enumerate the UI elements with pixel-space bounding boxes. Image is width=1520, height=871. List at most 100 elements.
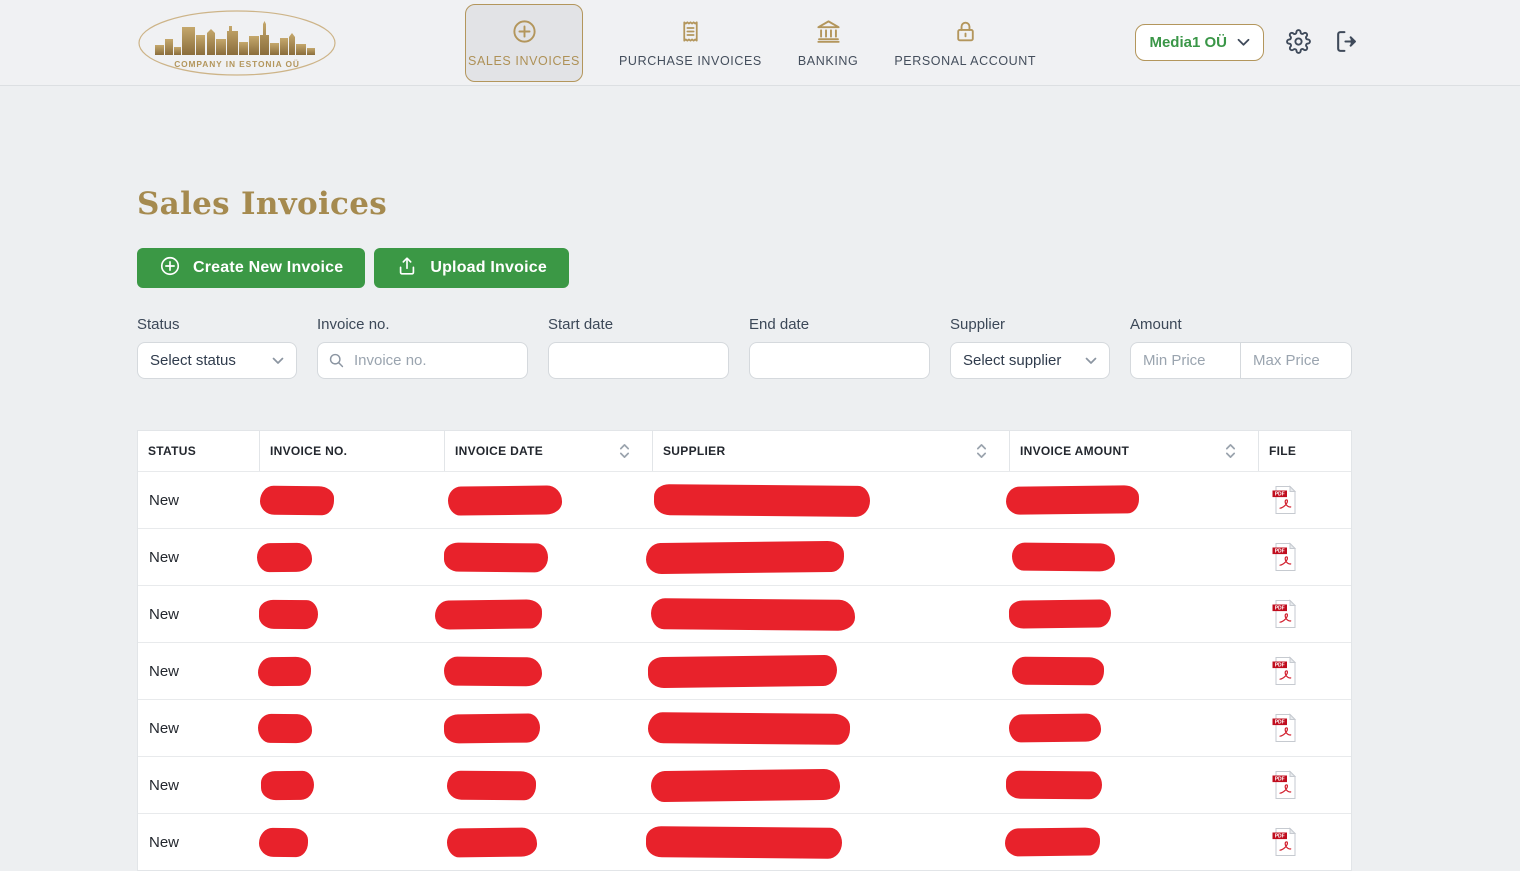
upload-invoice-button[interactable]: Upload Invoice <box>374 248 569 288</box>
chevron-down-icon <box>1237 34 1250 51</box>
row-cell-invoice-date <box>443 643 653 699</box>
row-status: New <box>149 605 180 623</box>
row-status: New <box>149 833 180 851</box>
pdf-file-icon[interactable]: PDF <box>1271 713 1298 743</box>
row-cell-invoice-no <box>256 529 445 585</box>
row-cell-file: PDF <box>1259 472 1353 528</box>
nav-tab-purchase-invoices[interactable]: PURCHASE INVOICES <box>619 18 762 68</box>
row-cell-invoice-no <box>259 472 445 528</box>
redacted-invoice-no <box>256 542 313 572</box>
row-cell-amount <box>1008 700 1259 756</box>
redacted-invoice-no <box>258 599 319 629</box>
redacted-invoice-no <box>257 656 312 686</box>
table-row[interactable]: New PDF <box>138 813 1351 870</box>
end-date-filter-label: End date <box>749 316 810 333</box>
chevron-down-icon <box>272 352 284 369</box>
pdf-file-icon[interactable]: PDF <box>1271 599 1298 629</box>
svg-text:PDF: PDF <box>1275 549 1285 555</box>
redacted-invoice-date <box>447 484 563 516</box>
row-status: New <box>149 719 180 737</box>
sort-icon[interactable] <box>976 443 987 462</box>
logout-button[interactable] <box>1332 29 1360 57</box>
row-cell-invoice-no <box>257 700 445 756</box>
pdf-file-icon[interactable]: PDF <box>1271 656 1298 686</box>
plus-circle-icon <box>159 255 181 282</box>
redacted-supplier <box>650 597 856 631</box>
row-cell-file: PDF <box>1259 586 1353 642</box>
status-select[interactable]: Select status <box>137 342 297 379</box>
nav-tab-banking[interactable]: BANKING <box>798 18 858 68</box>
gear-icon <box>1285 28 1311 57</box>
header-right-controls: Media1 OÜ <box>1135 24 1360 61</box>
status-select-value: Select status <box>150 352 236 369</box>
column-header-label: SUPPLIER <box>663 444 726 458</box>
sort-icon[interactable] <box>1225 443 1236 462</box>
nav-tab-sales-invoices[interactable]: SALES INVOICES <box>465 3 583 82</box>
settings-button[interactable] <box>1284 28 1312 57</box>
pdf-file-icon[interactable]: PDF <box>1271 827 1298 857</box>
column-header-label: INVOICE AMOUNT <box>1020 444 1130 458</box>
nav-tab-label: PERSONAL ACCOUNT <box>894 53 1037 68</box>
row-cell-supplier <box>650 586 1010 642</box>
row-cell-file: PDF <box>1259 814 1353 870</box>
company-logo[interactable]: COMPANY IN ESTONIA OÜ <box>137 9 337 77</box>
row-cell-supplier <box>653 472 1010 528</box>
row-cell-amount <box>1005 472 1259 528</box>
pdf-file-icon[interactable]: PDF <box>1271 485 1298 515</box>
sort-icon[interactable] <box>619 443 630 462</box>
supplier-filter-label: Supplier <box>950 316 1006 333</box>
row-cell-invoice-no <box>258 586 445 642</box>
status-filter-label: Status <box>137 316 180 333</box>
start-date-input[interactable] <box>548 342 729 379</box>
supplier-select[interactable]: Select supplier <box>950 342 1110 379</box>
top-nav-bar: COMPANY IN ESTONIA OÜ SALES INVOICES PUR… <box>0 0 1520 86</box>
redacted-invoice-date <box>446 826 538 858</box>
nav-tab-personal-account[interactable]: PERSONAL ACCOUNT <box>894 18 1036 68</box>
filter-end-date: End date <box>749 316 930 379</box>
lock-icon <box>951 18 979 46</box>
min-price-input[interactable] <box>1131 343 1241 378</box>
row-cell-file: PDF <box>1259 700 1353 756</box>
invoice-no-filter-label: Invoice no. <box>317 316 390 333</box>
table-row[interactable]: New PDF <box>138 756 1351 813</box>
column-header-label: STATUS <box>148 444 197 458</box>
column-header-invoice-no: INVOICE NO. <box>260 431 445 471</box>
filter-amount: Amount <box>1130 316 1352 379</box>
chevron-down-icon <box>1085 352 1097 369</box>
create-new-invoice-button[interactable]: Create New Invoice <box>137 248 366 288</box>
invoices-table: STATUS INVOICE NO. INVOICE DATE SUPPLIER I… <box>137 430 1352 871</box>
table-row[interactable]: New PDF <box>138 585 1351 642</box>
company-selector[interactable]: Media1 OÜ <box>1135 24 1264 61</box>
redacted-supplier <box>645 540 845 574</box>
table-row[interactable]: New PDF <box>138 699 1351 756</box>
row-cell-invoice-no <box>257 643 445 699</box>
row-cell-file: PDF <box>1259 757 1353 813</box>
table-row[interactable]: New PDF <box>138 528 1351 585</box>
filter-invoice-no: Invoice no. <box>317 316 528 379</box>
column-header-supplier[interactable]: SUPPLIER <box>653 431 1010 471</box>
end-date-input[interactable] <box>749 342 930 379</box>
row-cell-invoice-date <box>434 586 653 642</box>
search-icon <box>328 352 345 374</box>
redacted-invoice-no <box>258 827 309 857</box>
svg-text:PDF: PDF <box>1275 606 1285 612</box>
redacted-invoice-no <box>257 713 313 743</box>
svg-text:PDF: PDF <box>1275 720 1285 726</box>
pdf-file-icon[interactable]: PDF <box>1271 770 1298 800</box>
row-cell-amount <box>1010 529 1259 585</box>
redacted-amount <box>1008 713 1102 743</box>
redacted-amount <box>1011 542 1116 572</box>
redacted-invoice-date <box>446 770 537 800</box>
table-body: New PDF New PDF New PDF New <box>138 471 1351 870</box>
column-header-invoice-date[interactable]: INVOICE DATE <box>445 431 653 471</box>
redacted-invoice-date <box>443 712 541 744</box>
table-row[interactable]: New PDF <box>138 642 1351 699</box>
redacted-supplier <box>645 825 843 859</box>
invoice-no-input[interactable] <box>317 342 528 379</box>
row-cell-invoice-date <box>445 757 653 813</box>
pdf-file-icon[interactable]: PDF <box>1271 542 1298 572</box>
column-header-amount[interactable]: INVOICE AMOUNT <box>1010 431 1259 471</box>
svg-text:PDF: PDF <box>1275 777 1285 783</box>
table-row[interactable]: New PDF <box>138 471 1351 528</box>
max-price-input[interactable] <box>1241 343 1351 378</box>
